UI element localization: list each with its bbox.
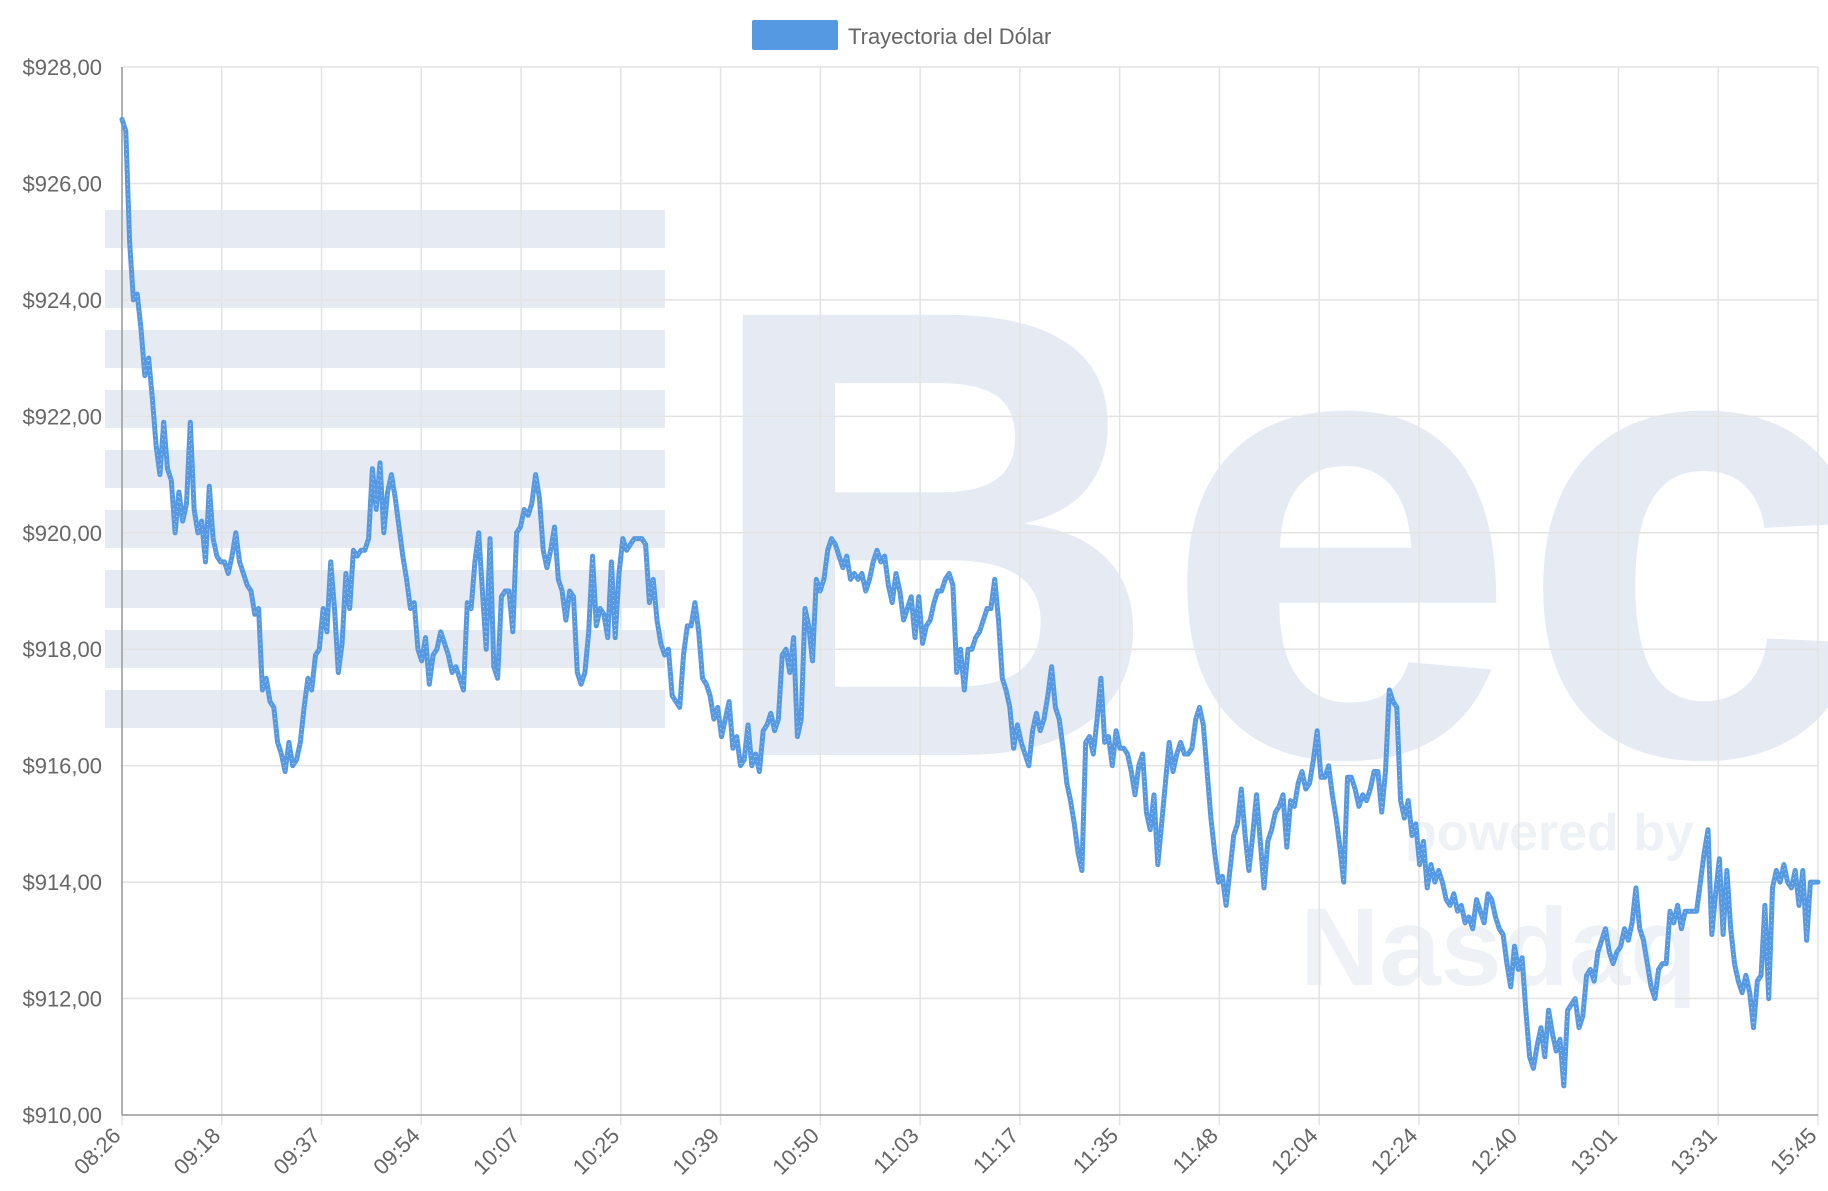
y-tick-label: $918,00 bbox=[22, 637, 102, 662]
x-tick-label: 11:48 bbox=[1167, 1123, 1222, 1178]
x-tick-label: 12:04 bbox=[1266, 1123, 1323, 1180]
watermark-logo: Bec powered by Nasdaq bbox=[105, 176, 1828, 1009]
x-tick-label: 13:01 bbox=[1565, 1123, 1622, 1180]
y-tick-label: $922,00 bbox=[22, 404, 102, 429]
x-tick-label: 13:31 bbox=[1665, 1123, 1722, 1180]
y-tick-label: $920,00 bbox=[22, 521, 102, 546]
x-tick-label: 09:37 bbox=[268, 1123, 325, 1180]
series-point-markers bbox=[121, 119, 1818, 1086]
y-tick-label: $912,00 bbox=[22, 987, 102, 1012]
y-tick-label: $924,00 bbox=[22, 288, 102, 313]
y-tick-label: $916,00 bbox=[22, 754, 102, 779]
legend[interactable]: Trayectoria del Dólar bbox=[752, 20, 1051, 50]
watermark-stripes-icon bbox=[105, 210, 665, 728]
watermark-powered-text: powered by bbox=[1405, 804, 1694, 862]
x-tick-label: 12:40 bbox=[1466, 1123, 1523, 1180]
x-tick-label: 15:45 bbox=[1765, 1123, 1822, 1180]
x-tick-label: 11:03 bbox=[868, 1123, 923, 1178]
x-tick-label: 10:07 bbox=[468, 1123, 525, 1180]
x-tick-label: 10:39 bbox=[668, 1123, 725, 1180]
legend-swatch-icon[interactable] bbox=[752, 20, 838, 50]
x-tick-label: 10:50 bbox=[767, 1123, 824, 1180]
x-tick-label: 09:18 bbox=[169, 1123, 226, 1180]
series-layer bbox=[119, 116, 1821, 1089]
y-tick-label: $928,00 bbox=[22, 55, 102, 80]
x-tick-label: 10:25 bbox=[568, 1123, 625, 1180]
watermark-nasdaq-text: Nasdaq bbox=[1300, 886, 1697, 1009]
y-tick-label: $910,00 bbox=[22, 1103, 102, 1128]
y-tick-label: $926,00 bbox=[22, 171, 102, 196]
y-tick-label: $914,00 bbox=[22, 870, 102, 895]
x-tick-label: 08:26 bbox=[69, 1123, 126, 1180]
x-tick-label: 11:35 bbox=[1068, 1123, 1123, 1178]
x-tick-label: 12:24 bbox=[1366, 1123, 1423, 1180]
x-tick-label: 11:17 bbox=[968, 1123, 1023, 1178]
legend-label[interactable]: Trayectoria del Dólar bbox=[848, 24, 1051, 49]
x-tick-label: 09:54 bbox=[368, 1123, 425, 1180]
